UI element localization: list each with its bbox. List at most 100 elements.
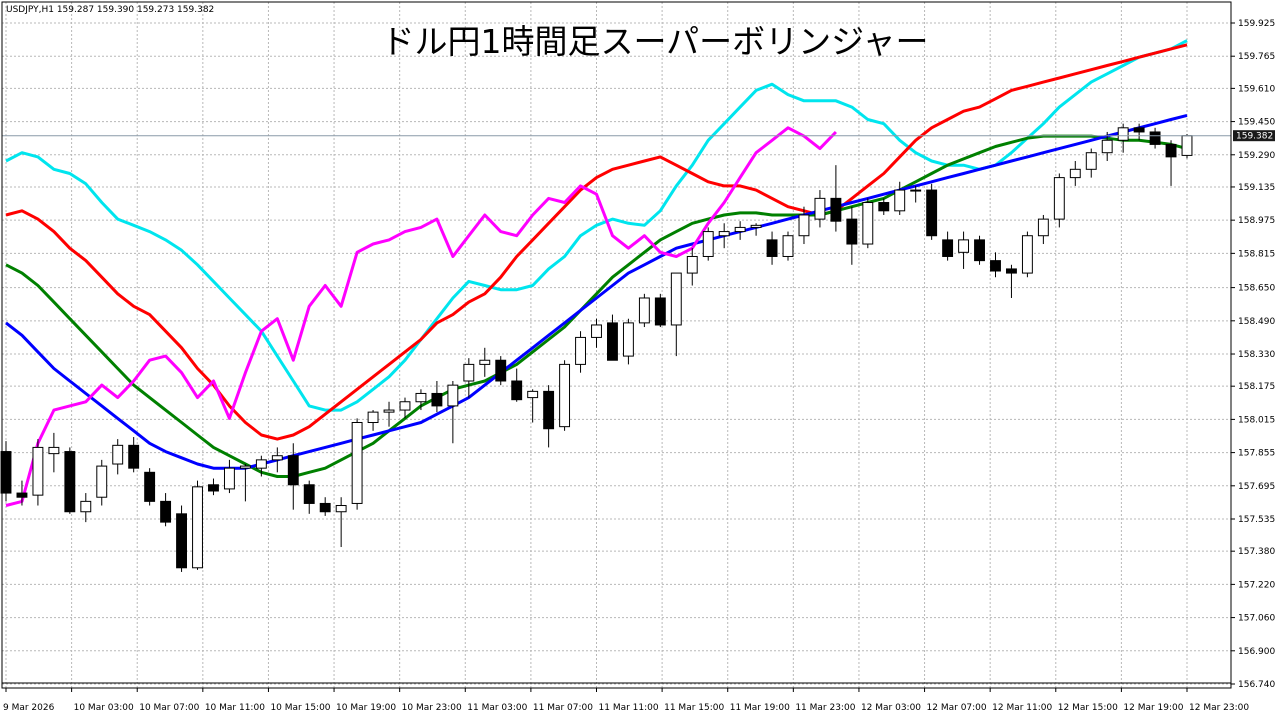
- candle: [128, 437, 140, 473]
- candle: [80, 493, 92, 523]
- candle: [144, 468, 156, 506]
- candle: [766, 231, 778, 265]
- candle: [223, 459, 235, 494]
- y-tick-label: 156.900: [1238, 647, 1275, 657]
- candle: [431, 380, 443, 413]
- candle: [367, 410, 379, 431]
- x-tick-label: 12 Mar 07:00: [927, 703, 987, 713]
- candle: [670, 272, 682, 357]
- y-tick-label: 157.695: [1238, 482, 1275, 492]
- candle: [622, 318, 634, 365]
- candle: [335, 497, 347, 548]
- plot-frame: [1, 1, 1232, 689]
- y-tick-label: 157.535: [1238, 515, 1275, 525]
- indicator-line-4: [5, 126, 837, 507]
- candle: [239, 464, 251, 502]
- candle: [527, 389, 539, 423]
- candle: [846, 206, 858, 265]
- candle: [607, 314, 618, 361]
- candle: [958, 231, 970, 269]
- candle: [511, 368, 523, 402]
- candle: [798, 206, 810, 245]
- chart-title: ドル円1時間足スーパーボリンジャー: [381, 22, 928, 61]
- candle: [559, 360, 571, 431]
- y-tick-label: 158.175: [1238, 382, 1275, 392]
- candle: [112, 439, 124, 475]
- candle: [96, 459, 108, 506]
- candle: [1021, 231, 1033, 278]
- candle: [702, 227, 714, 261]
- current-price-label: 159.382: [1236, 132, 1273, 142]
- candle: [192, 480, 203, 570]
- x-tick-label: 11 Mar 11:00: [599, 703, 659, 713]
- candle: [319, 497, 331, 516]
- y-tick-label: 158.815: [1238, 249, 1275, 259]
- x-tick-label: 11 Mar 23:00: [795, 703, 855, 713]
- candle: [543, 385, 555, 448]
- candle: [926, 183, 938, 240]
- candle: [830, 165, 842, 232]
- candle: [1005, 264, 1017, 298]
- candle: [1133, 123, 1145, 141]
- indicator-line-2: [5, 134, 1188, 478]
- candle: [303, 480, 315, 514]
- y-tick-label: 157.855: [1238, 449, 1275, 459]
- candle: [351, 418, 363, 510]
- indicator-line-3: [5, 113, 1188, 470]
- candle: [0, 441, 12, 502]
- y-tick-label: 159.765: [1238, 52, 1275, 62]
- price-axis: 159.925 159.765 159.610 159.450 159.290 159.1…: [1231, 19, 1275, 690]
- candle: [1181, 134, 1193, 159]
- candle: [910, 185, 922, 203]
- candle: [990, 252, 1001, 278]
- candle: [271, 447, 283, 473]
- candle: [782, 231, 794, 261]
- y-tick-label: 158.490: [1238, 317, 1275, 327]
- y-tick-label: 159.290: [1238, 151, 1275, 161]
- y-tick-label: 156.740: [1238, 680, 1275, 690]
- y-tick-label: 157.220: [1238, 580, 1275, 590]
- candle: [255, 455, 267, 477]
- y-tick-label: 158.975: [1238, 216, 1275, 226]
- candle: [1069, 161, 1081, 186]
- candle: [718, 223, 730, 249]
- y-tick-label: 157.060: [1238, 614, 1275, 624]
- y-tick-label: 157.380: [1238, 547, 1275, 557]
- candle: [878, 198, 890, 215]
- candle: [942, 231, 954, 261]
- candle: [1165, 140, 1177, 186]
- x-tick-label: 11 Mar 15:00: [664, 703, 724, 713]
- candle: [287, 443, 299, 510]
- candle: [64, 447, 76, 514]
- indicator-lines: [5, 39, 1188, 507]
- x-tick-label: 11 Mar 19:00: [730, 703, 790, 713]
- x-tick-label: 12 Mar 15:00: [1058, 703, 1118, 713]
- candle: [176, 505, 188, 572]
- grid: [2, 2, 1231, 688]
- y-tick-label: 159.450: [1238, 118, 1275, 128]
- x-tick-label: 10 Mar 03:00: [74, 703, 134, 713]
- candle: [974, 235, 985, 265]
- candle: [1101, 131, 1113, 162]
- candle: [1149, 127, 1161, 149]
- candle: [1117, 123, 1129, 153]
- candle: [750, 223, 762, 236]
- candle: [32, 439, 44, 506]
- current-price-tag: 159.382: [1233, 130, 1275, 142]
- candle: [638, 293, 650, 328]
- y-tick-label: 158.330: [1238, 350, 1275, 360]
- candle: [463, 358, 475, 398]
- candle: [591, 318, 602, 348]
- candle: [16, 480, 28, 506]
- x-tick-label: 12 Mar 03:00: [861, 703, 921, 713]
- x-tick-label: 9 Mar 2026: [3, 703, 55, 713]
- x-tick-label: 10 Mar 15:00: [270, 703, 330, 713]
- y-tick-label: 159.135: [1238, 183, 1275, 193]
- candle: [814, 190, 826, 228]
- candle: [399, 397, 411, 419]
- y-tick-label: 158.650: [1238, 284, 1275, 294]
- indicator-line-1: [5, 43, 1188, 441]
- x-tick-label: 11 Mar 03:00: [467, 703, 527, 713]
- candle: [160, 493, 172, 527]
